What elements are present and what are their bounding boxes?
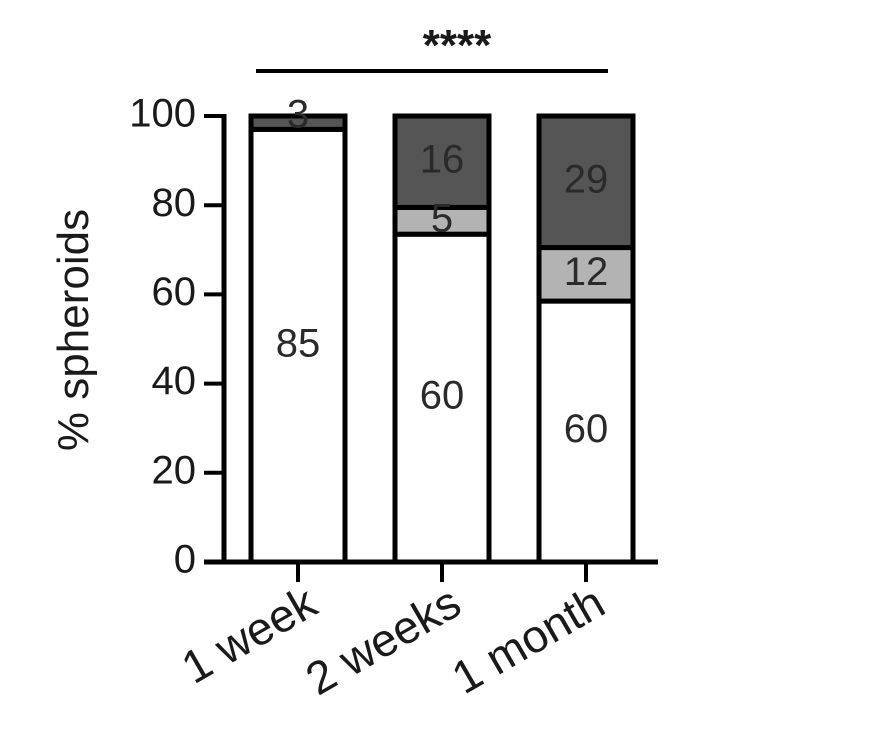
bar-value-label: 60: [564, 407, 609, 451]
bars: [248, 113, 636, 565]
y-axis-label: % spheroids: [49, 209, 98, 451]
bar-segment: [392, 231, 492, 565]
y-tick-label: 40: [152, 359, 197, 403]
bar-value-label: 3: [287, 92, 309, 136]
bar-segment: [536, 298, 636, 565]
bar-segment: [248, 126, 348, 565]
significance-stars: ****: [423, 21, 492, 70]
bar-segment: [392, 113, 492, 210]
x-tick-label: 1 week: [173, 575, 326, 693]
bar-segment: [248, 113, 348, 132]
bar-value-label: 12: [564, 250, 609, 294]
y-tick-label: 80: [152, 181, 197, 225]
bar-value-label: 5: [431, 196, 453, 240]
segment-labels: 85 3 60 5 16 60 12 29: [276, 92, 609, 451]
bar-value-label: 60: [420, 374, 465, 418]
y-tick-label: 0: [174, 538, 196, 582]
bar-value-label: 29: [564, 157, 609, 201]
y-tick-label: 100: [129, 92, 196, 136]
y-tick-label: 60: [152, 270, 197, 314]
y-tick-label: 20: [152, 448, 197, 492]
bar-value-label: 85: [276, 321, 321, 365]
bar-segment: [536, 113, 636, 251]
x-tick-label: 1 month: [443, 576, 613, 704]
y-ticks: 0 20 40 60 80 100: [129, 92, 224, 582]
x-tick-label: 2 weeks: [297, 576, 469, 705]
bar-value-label: 16: [420, 137, 465, 181]
significance-bracket: ****: [256, 21, 608, 73]
